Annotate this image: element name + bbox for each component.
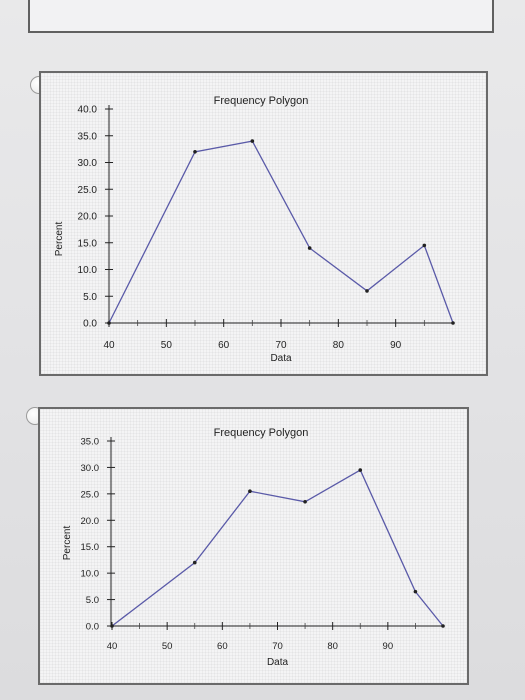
x-tick-label: 60 [217, 641, 228, 652]
data-point [107, 321, 111, 325]
x-tick-label: 90 [383, 641, 394, 652]
y-tick-label: 25.0 [78, 185, 98, 196]
data-point [422, 243, 427, 248]
series-line [111, 469, 444, 627]
y-tick-label: 30.0 [81, 463, 100, 474]
x-tick-label: 80 [327, 641, 338, 652]
y-tick-label: 35.0 [78, 131, 98, 142]
y-axis-label: Percent [62, 526, 73, 561]
x-tick-label: 80 [333, 340, 345, 351]
x-tick-label: 40 [103, 340, 115, 351]
y-tick-label: 5.0 [86, 595, 99, 606]
y-tick-label: 30.0 [78, 158, 98, 169]
y-tick-label: 15.0 [78, 238, 98, 249]
x-tick-label: 70 [275, 340, 287, 351]
y-tick-label: 10.0 [81, 569, 100, 580]
data-point [358, 468, 363, 472]
data-point [303, 499, 307, 504]
chart-panel-1: Frequency Polygon Percent Data 0.0 5.0 10.0 15… [39, 71, 488, 376]
chart-panel-2: Frequency Polygon Percent Data 0.0 5.0 10.0 15… [38, 407, 469, 685]
chart-title: Frequency Polygon [214, 427, 309, 439]
y-tick-label: 10.0 [78, 265, 98, 276]
y-tick-label: 20.0 [78, 212, 98, 223]
y-tick-label: 0.0 [83, 319, 97, 330]
y-tick-label: 0.0 [86, 622, 99, 633]
data-point [248, 489, 252, 494]
y-tick-label: 25.0 [81, 489, 100, 500]
x-tick-label: 50 [162, 641, 173, 652]
data-point [441, 624, 445, 628]
y-tick-label: 5.0 [83, 292, 97, 303]
y-axis-label: Percent [54, 222, 65, 257]
x-tick-label: 40 [107, 641, 118, 652]
y-tick-label: 35.0 [81, 437, 100, 448]
data-point [365, 289, 369, 293]
x-tick-label: 70 [272, 641, 283, 652]
data-point [413, 589, 418, 594]
frequency-polygon-chart-1: Frequency Polygon Percent Data 0.0 5.0 10.0 15… [54, 95, 455, 364]
frequency-polygon-chart-2: Frequency Polygon Percent Data 0.0 5.0 10.0 15… [62, 427, 445, 668]
x-tick-label: 60 [218, 340, 230, 351]
data-point [110, 624, 114, 628]
series-line [108, 140, 454, 324]
data-point [307, 246, 312, 250]
x-tick-label: 50 [161, 340, 173, 351]
data-point [250, 139, 255, 143]
data-point [451, 321, 455, 325]
data-point [193, 150, 197, 154]
y-tick-label: 40.0 [78, 105, 98, 116]
data-point [192, 560, 197, 565]
y-tick-label: 15.0 [81, 542, 100, 553]
x-axis-label: Data [270, 353, 292, 364]
x-tick-label: 90 [390, 340, 402, 351]
chart-title: Frequency Polygon [214, 95, 309, 107]
answer-input-box[interactable] [28, 0, 494, 33]
y-tick-label: 20.0 [81, 516, 100, 527]
x-axis-label: Data [267, 657, 289, 668]
